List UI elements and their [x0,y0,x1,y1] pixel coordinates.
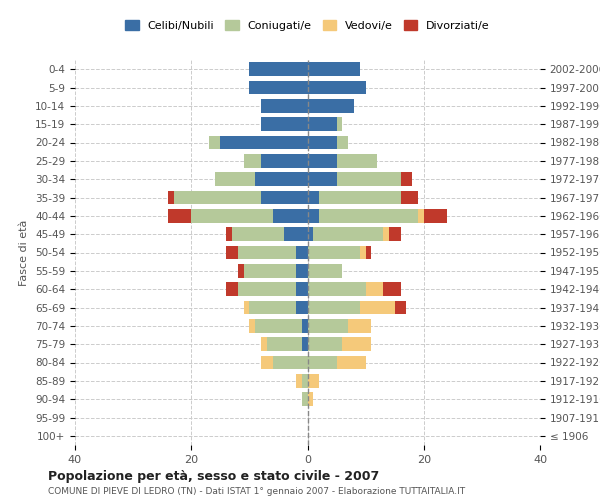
Bar [308,190,319,204]
Bar [215,172,255,186]
Bar [261,118,308,131]
Bar [319,209,418,222]
Bar [308,209,319,222]
Bar [348,319,371,332]
Bar [261,190,308,204]
Bar [209,136,220,149]
Bar [174,190,261,204]
Bar [296,300,308,314]
Bar [308,118,337,131]
Bar [383,228,389,241]
Bar [238,264,244,278]
Bar [250,300,296,314]
Bar [296,264,308,278]
Bar [226,246,238,260]
Bar [308,356,337,370]
Bar [337,356,365,370]
Bar [191,209,272,222]
Bar [308,154,337,168]
Bar [220,136,308,149]
Bar [401,190,418,204]
Bar [272,209,308,222]
Bar [250,319,255,332]
Bar [302,374,308,388]
Bar [255,172,308,186]
Bar [302,392,308,406]
Bar [365,282,383,296]
Bar [296,246,308,260]
Bar [238,246,296,260]
Bar [250,80,308,94]
Bar [424,209,447,222]
Bar [272,356,308,370]
Bar [261,154,308,168]
Bar [261,356,272,370]
Text: Popolazione per età, sesso e stato civile - 2007: Popolazione per età, sesso e stato civil… [48,470,379,483]
Bar [365,246,371,260]
Bar [261,99,308,112]
Bar [168,190,174,204]
Bar [313,228,383,241]
Bar [360,246,365,260]
Bar [308,80,365,94]
Bar [418,209,424,222]
Bar [308,228,313,241]
Bar [308,246,360,260]
Bar [337,118,343,131]
Bar [308,99,354,112]
Bar [308,338,343,351]
Bar [226,282,238,296]
Bar [395,300,406,314]
Bar [250,62,308,76]
Bar [302,319,308,332]
Bar [389,228,401,241]
Bar [168,209,191,222]
Bar [232,228,284,241]
Bar [308,300,360,314]
Bar [296,282,308,296]
Bar [337,154,377,168]
Legend: Celibi/Nubili, Coniugati/e, Vedovi/e, Divorziati/e: Celibi/Nubili, Coniugati/e, Vedovi/e, Di… [121,16,494,35]
Bar [319,190,401,204]
Bar [296,374,302,388]
Bar [401,172,412,186]
Bar [308,374,319,388]
Bar [337,136,348,149]
Bar [308,264,343,278]
Bar [267,338,302,351]
Y-axis label: Fasce di età: Fasce di età [19,220,29,286]
Bar [308,319,348,332]
Bar [343,338,371,351]
Bar [244,264,296,278]
Bar [261,338,267,351]
Text: COMUNE DI PIEVE DI LEDRO (TN) - Dati ISTAT 1° gennaio 2007 - Elaborazione TUTTAI: COMUNE DI PIEVE DI LEDRO (TN) - Dati IST… [48,488,465,496]
Bar [308,136,337,149]
Bar [255,319,302,332]
Bar [308,62,360,76]
Bar [284,228,308,241]
Bar [302,338,308,351]
Bar [360,300,395,314]
Bar [308,282,365,296]
Bar [238,282,296,296]
Bar [308,172,337,186]
Bar [337,172,401,186]
Bar [244,154,261,168]
Bar [226,228,232,241]
Bar [383,282,401,296]
Bar [244,300,250,314]
Bar [308,392,313,406]
